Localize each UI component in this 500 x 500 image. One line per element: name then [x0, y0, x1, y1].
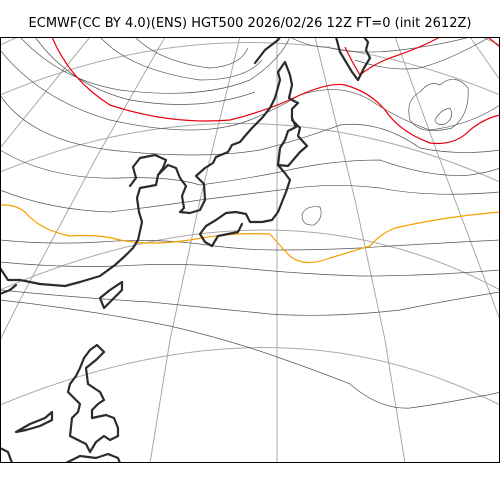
coastline-line: [276, 60, 309, 168]
contour-line: [0, 239, 500, 251]
coastline-line: [156, 78, 282, 215]
contour-line: [289, 37, 331, 48]
contour-line: [0, 94, 500, 156]
meridian-line: [149, 37, 241, 463]
coastline-line: [253, 37, 282, 65]
meridian-line: [469, 37, 500, 81]
contour-line: [99, 37, 263, 81]
contour-line-highlight-1: [51, 37, 500, 145]
height-contours: [0, 37, 500, 409]
meridian-line: [0, 37, 91, 149]
coastlines: [0, 37, 372, 463]
contour-line: [134, 37, 249, 69]
contour-line: [0, 261, 500, 277]
coastline-line: [334, 37, 372, 82]
contour-line: [19, 37, 291, 94]
coastline-line: [0, 153, 168, 288]
coastline-line: [198, 163, 292, 248]
contour-line-highlight-1: [344, 37, 441, 76]
coastline-line: [98, 280, 124, 310]
contour-line: [0, 299, 500, 409]
chart-title: ECMWF(CC BY 4.0)(ENS) HGT500 2026/02/26 …: [28, 16, 472, 31]
contour-line: [0, 149, 500, 186]
meridian-line: [394, 37, 500, 321]
parallel-line: [0, 229, 500, 291]
coastline-line: [0, 446, 14, 463]
contour-line-highlight-1: [487, 37, 500, 48]
coastline-line: [66, 343, 120, 454]
contour-line: [354, 37, 491, 70]
contour-line: [0, 185, 500, 213]
highlight-contours: [0, 37, 500, 264]
map-plot: [0, 37, 500, 463]
contour-line-highlight-2: [0, 204, 500, 264]
contour-line: [434, 107, 452, 125]
meridian-line: [0, 37, 166, 341]
meridian-line: [314, 37, 406, 463]
contour-line: [329, 37, 471, 53]
parallel-line: [0, 122, 500, 183]
parallel-line: [0, 42, 500, 96]
coastline-line: [0, 283, 18, 296]
coastline-line: [14, 410, 54, 434]
parallel-line: [0, 37, 500, 46]
contour-line: [0, 289, 500, 316]
contour-line: [301, 206, 322, 226]
contour-line: [34, 37, 256, 105]
coastline-line: [64, 452, 122, 463]
contour-line: [408, 78, 469, 131]
contour-line: [0, 49, 500, 131]
